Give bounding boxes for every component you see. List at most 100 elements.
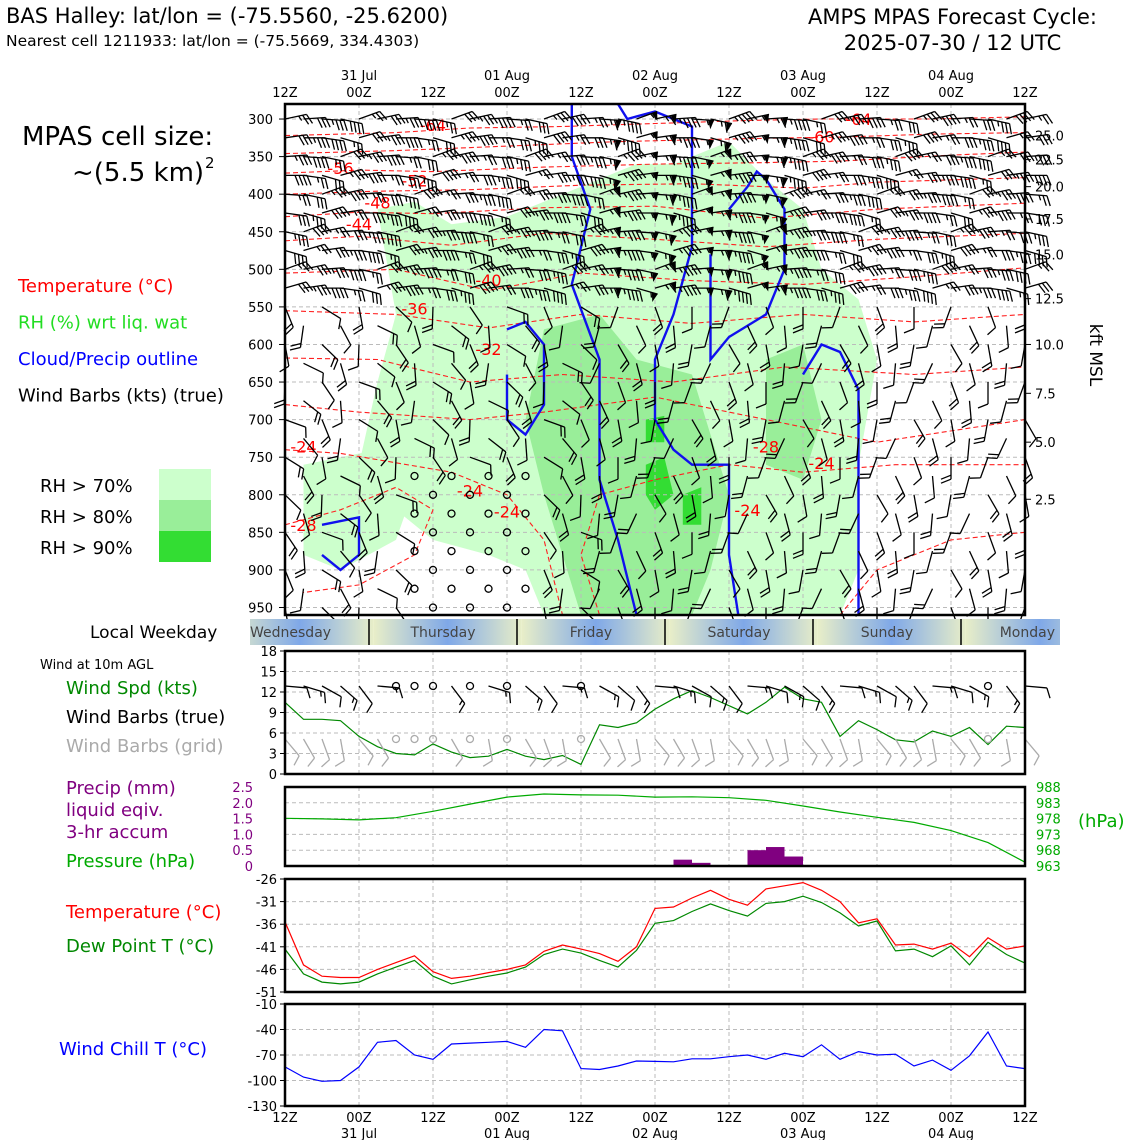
wind-barb-flag	[375, 112, 384, 122]
wind-barb-flag	[916, 571, 927, 575]
wind-barb-staff	[635, 550, 647, 572]
wind-barb	[977, 382, 989, 409]
wind-barb-flag	[548, 346, 560, 351]
wind-barb-flag	[880, 417, 891, 421]
wind-barb-staff	[580, 569, 601, 583]
surface-wind-barb-grid-flag	[811, 755, 818, 766]
wind-barb-flag	[491, 195, 496, 207]
wind-barb-flag	[893, 160, 898, 172]
wind-barb-flag	[369, 534, 380, 541]
wind-barb-halfflag	[519, 188, 525, 194]
wind-barb-halfflag	[442, 230, 446, 237]
wind-barb-flag	[468, 252, 473, 264]
wind-barb-flag	[375, 292, 379, 304]
wind-barb	[524, 362, 537, 392]
wind-barb-flag	[490, 256, 493, 268]
surface-wind-barb-grid-staff	[487, 738, 493, 761]
wind-barb-flag	[522, 421, 532, 430]
top-date-label: 04 Aug	[928, 69, 974, 84]
temperature-contour-12	[284, 486, 434, 594]
wind-barb	[414, 246, 443, 259]
wind-barb-flag	[398, 215, 403, 227]
wind-barb	[747, 113, 770, 124]
wind-barb-flag	[527, 206, 536, 216]
surface-wind-barb-grid	[598, 738, 612, 767]
wind-barb	[336, 363, 348, 392]
wind-barb-flag	[464, 212, 471, 224]
wind-barb-halfflag	[427, 139, 431, 146]
wind-barb-flag	[631, 289, 636, 301]
wind-barb-flag	[353, 328, 364, 335]
wind-barb-flag	[389, 436, 400, 444]
pressure-tick-label: 950	[248, 601, 273, 616]
wind-barb-flag	[501, 226, 510, 236]
wind-barb-flag	[627, 230, 634, 242]
wind-barb-halfflag	[423, 178, 426, 184]
wind-barb	[300, 513, 311, 542]
wind-barb	[895, 381, 915, 404]
wind-barb-flag	[953, 215, 958, 227]
wind-barb	[395, 569, 413, 596]
wind-barb-flag	[288, 546, 296, 557]
pressure-tick-label: 988	[1036, 781, 1061, 796]
surface-wind-barb-grid	[926, 738, 937, 767]
wind-barb	[636, 212, 659, 222]
wind-barb-flag	[542, 586, 552, 595]
wind-barb-flag	[969, 477, 981, 479]
wind-barb-flag	[560, 112, 569, 122]
wind-barb-flag	[819, 150, 828, 159]
wind-barb-flag	[520, 139, 525, 151]
wind-barb-flag	[1015, 115, 1024, 125]
surface-wind-barb	[1005, 685, 1021, 714]
wind-barb-flag	[737, 115, 747, 125]
wind-barb-staff	[340, 550, 356, 569]
wind-barb-flag	[627, 289, 632, 301]
wind-barb-flag	[892, 534, 902, 542]
wind-barb-flag	[509, 284, 517, 295]
pressure-tick-label: 350	[248, 151, 273, 166]
wind-barb	[506, 174, 530, 193]
wind-barb-staff	[636, 287, 658, 295]
wind-barb-staff	[321, 457, 327, 479]
wind-barb-calm	[428, 490, 438, 499]
wind-barb-flag	[556, 291, 560, 303]
weekday-mask-right	[1060, 615, 1140, 650]
wind-barb-flag	[1001, 270, 1006, 281]
wind-barb-calm	[428, 565, 438, 575]
surface-wind-barb-grid-staff	[968, 738, 982, 759]
wind-barb-flag	[634, 150, 643, 159]
surface-wind-barb	[950, 685, 974, 704]
wind-barb-flag	[857, 195, 862, 206]
wind-barb-flag	[305, 427, 307, 438]
wind-barb-flag	[604, 511, 616, 516]
wind-barb-staff	[358, 569, 364, 592]
wind-barb-flag	[523, 160, 528, 172]
wind-barb-staff	[542, 381, 545, 405]
pressure-tick-label: 850	[248, 526, 273, 541]
wind-barb	[525, 148, 554, 162]
wind-barb	[949, 513, 971, 535]
wind-barb-flag	[454, 419, 463, 429]
wind-barb	[1006, 171, 1035, 184]
wind-barb-staff	[339, 400, 343, 423]
temperature-panel	[358, 879, 952, 992]
wind-barb	[321, 155, 346, 172]
wind-barb-flag	[416, 218, 419, 230]
wind-barb	[468, 344, 479, 373]
surface-wind-barb-calm	[465, 681, 475, 691]
wind-barb-halfflag	[538, 250, 543, 256]
wind-barb	[574, 457, 586, 486]
wind-barb-flag	[301, 468, 305, 480]
wind-barb-flag	[1042, 195, 1047, 206]
wind-barb-flag	[435, 120, 441, 131]
wind-barb	[284, 113, 314, 125]
wind-barb-flag	[337, 383, 347, 392]
wind-barb	[1014, 306, 1026, 334]
wind-barb-flag	[509, 244, 517, 254]
pressure-unit-label: (hPa)	[1078, 811, 1125, 832]
wind-barb-halfflag	[312, 137, 317, 144]
wind-barb-staff	[395, 381, 405, 403]
wind-barb-flag	[968, 157, 973, 169]
wind-barb-flag	[507, 477, 516, 486]
wind-barb	[480, 325, 491, 353]
